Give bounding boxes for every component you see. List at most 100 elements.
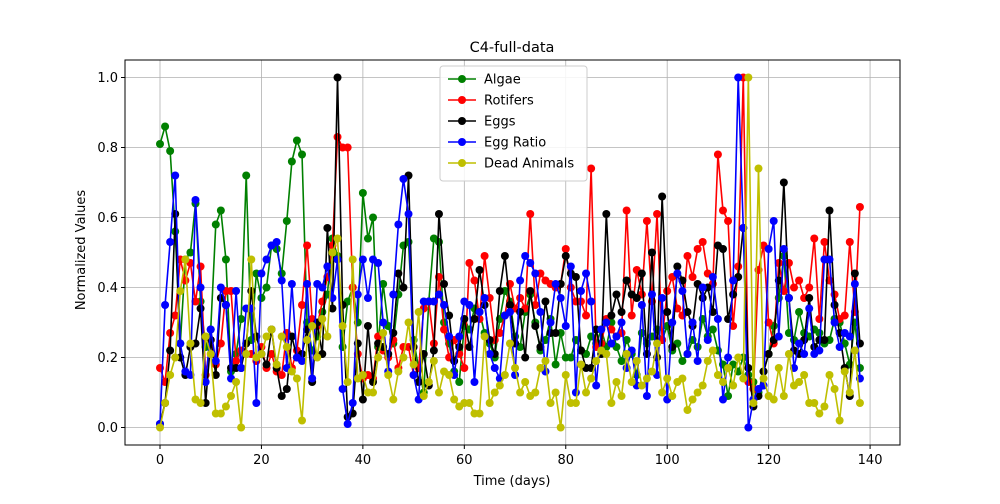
data-point-dead-animals bbox=[287, 367, 296, 376]
data-point-rotifers bbox=[516, 294, 525, 302]
data-point-egg-ratio bbox=[779, 245, 788, 253]
data-point-egg-ratio bbox=[607, 339, 616, 348]
data-point-egg-ratio bbox=[272, 238, 281, 246]
data-point-dead-animals bbox=[769, 395, 778, 404]
data-point-dead-animals bbox=[384, 371, 393, 379]
data-point-egg-ratio bbox=[333, 255, 342, 264]
data-point-eggs bbox=[718, 245, 727, 253]
data-point-egg-ratio bbox=[571, 388, 580, 397]
data-point-dead-animals bbox=[754, 164, 763, 173]
legend-marker bbox=[458, 138, 466, 146]
data-point-dead-animals bbox=[156, 423, 164, 432]
data-point-dead-animals bbox=[749, 399, 758, 407]
data-point-egg-ratio bbox=[597, 325, 606, 334]
data-point-dead-animals bbox=[379, 329, 388, 337]
data-point-dead-animals bbox=[602, 350, 611, 358]
data-point-algae bbox=[369, 213, 378, 222]
data-point-rotifers bbox=[810, 234, 819, 243]
x-tick-label: 20 bbox=[253, 453, 270, 468]
data-point-egg-ratio bbox=[237, 364, 246, 372]
data-point-rotifers bbox=[343, 143, 352, 152]
data-point-rotifers bbox=[440, 325, 449, 334]
y-tick-label: 0.6 bbox=[97, 211, 118, 226]
data-point-egg-ratio bbox=[516, 276, 525, 285]
data-point-dead-animals bbox=[774, 364, 783, 372]
data-point-dead-animals bbox=[815, 409, 824, 418]
data-point-eggs bbox=[333, 73, 342, 82]
data-point-rotifers bbox=[303, 241, 312, 250]
data-point-dead-animals bbox=[242, 350, 251, 358]
data-point-egg-ratio bbox=[612, 332, 621, 341]
data-point-dead-animals bbox=[642, 374, 651, 383]
plot-frame bbox=[124, 59, 901, 446]
data-point-rotifers bbox=[526, 210, 535, 218]
data-point-algae bbox=[242, 171, 251, 180]
data-point-eggs bbox=[612, 290, 621, 299]
data-point-dead-animals bbox=[855, 399, 864, 407]
data-point-egg-ratio bbox=[287, 280, 296, 288]
data-point-dead-animals bbox=[536, 364, 545, 372]
data-point-dead-animals bbox=[713, 371, 722, 379]
data-point-eggs bbox=[196, 304, 205, 313]
x-tick-label: 40 bbox=[355, 453, 372, 468]
data-point-dead-animals bbox=[348, 255, 357, 264]
data-point-eggs bbox=[531, 322, 540, 330]
data-point-egg-ratio bbox=[764, 245, 773, 253]
data-point-egg-ratio bbox=[683, 350, 692, 358]
data-point-rotifers bbox=[627, 311, 636, 320]
data-point-eggs bbox=[358, 395, 367, 404]
data-point-eggs bbox=[399, 283, 408, 292]
data-point-dead-animals bbox=[627, 378, 636, 386]
data-point-dead-animals bbox=[587, 374, 596, 383]
data-point-egg-ratio bbox=[795, 339, 804, 348]
data-point-dead-animals bbox=[810, 399, 819, 407]
data-point-rotifers bbox=[815, 315, 824, 323]
data-point-dead-animals bbox=[571, 399, 580, 407]
data-point-dead-animals bbox=[592, 357, 601, 365]
data-point-egg-ratio bbox=[805, 304, 814, 313]
data-point-egg-ratio bbox=[576, 287, 585, 295]
data-point-egg-ratio bbox=[546, 318, 555, 327]
data-point-egg-ratio bbox=[216, 283, 225, 292]
legend-label: Rotifers bbox=[484, 94, 534, 109]
data-point-algae bbox=[551, 360, 560, 369]
data-point-rotifers bbox=[724, 217, 733, 225]
data-point-dead-animals bbox=[171, 353, 180, 362]
data-point-egg-ratio bbox=[673, 269, 682, 278]
data-point-egg-ratio bbox=[526, 259, 535, 267]
y-tick-label: 0.8 bbox=[97, 141, 118, 156]
data-point-eggs bbox=[663, 308, 672, 316]
data-point-dead-animals bbox=[784, 350, 793, 358]
data-point-algae bbox=[379, 280, 388, 288]
data-point-egg-ratio bbox=[800, 350, 809, 358]
data-point-dead-animals bbox=[389, 395, 398, 404]
data-point-egg-ratio bbox=[718, 395, 727, 404]
data-point-dead-animals bbox=[830, 385, 839, 393]
data-point-dead-animals bbox=[521, 378, 530, 386]
data-point-dead-animals bbox=[688, 395, 697, 404]
data-point-egg-ratio bbox=[232, 287, 241, 295]
data-point-egg-ratio bbox=[582, 269, 591, 278]
y-axis-label: Normalized Values bbox=[74, 190, 89, 311]
data-point-dead-animals bbox=[683, 406, 692, 414]
legend: Algae Rotifers Eggs Egg Ratio Dead Animals bbox=[439, 65, 588, 182]
y-tick-label: 0.0 bbox=[97, 421, 118, 436]
data-point-dead-animals bbox=[282, 343, 291, 351]
data-point-dead-animals bbox=[759, 374, 768, 383]
legend-item-algae: Algae bbox=[448, 73, 521, 88]
series-dead-animals bbox=[156, 73, 864, 432]
data-point-egg-ratio bbox=[566, 262, 575, 271]
data-point-dead-animals bbox=[495, 381, 504, 390]
data-point-eggs bbox=[323, 224, 332, 232]
data-point-rotifers bbox=[480, 252, 489, 260]
data-point-egg-ratio bbox=[587, 297, 596, 306]
data-point-eggs bbox=[516, 308, 525, 316]
data-point-eggs bbox=[363, 322, 372, 330]
data-point-dead-animals bbox=[465, 399, 474, 407]
data-point-dead-animals bbox=[734, 353, 743, 362]
data-point-algae bbox=[166, 147, 175, 155]
data-point-rotifers bbox=[840, 311, 849, 320]
data-point-dead-animals bbox=[541, 357, 550, 365]
data-point-rotifers bbox=[845, 238, 854, 246]
